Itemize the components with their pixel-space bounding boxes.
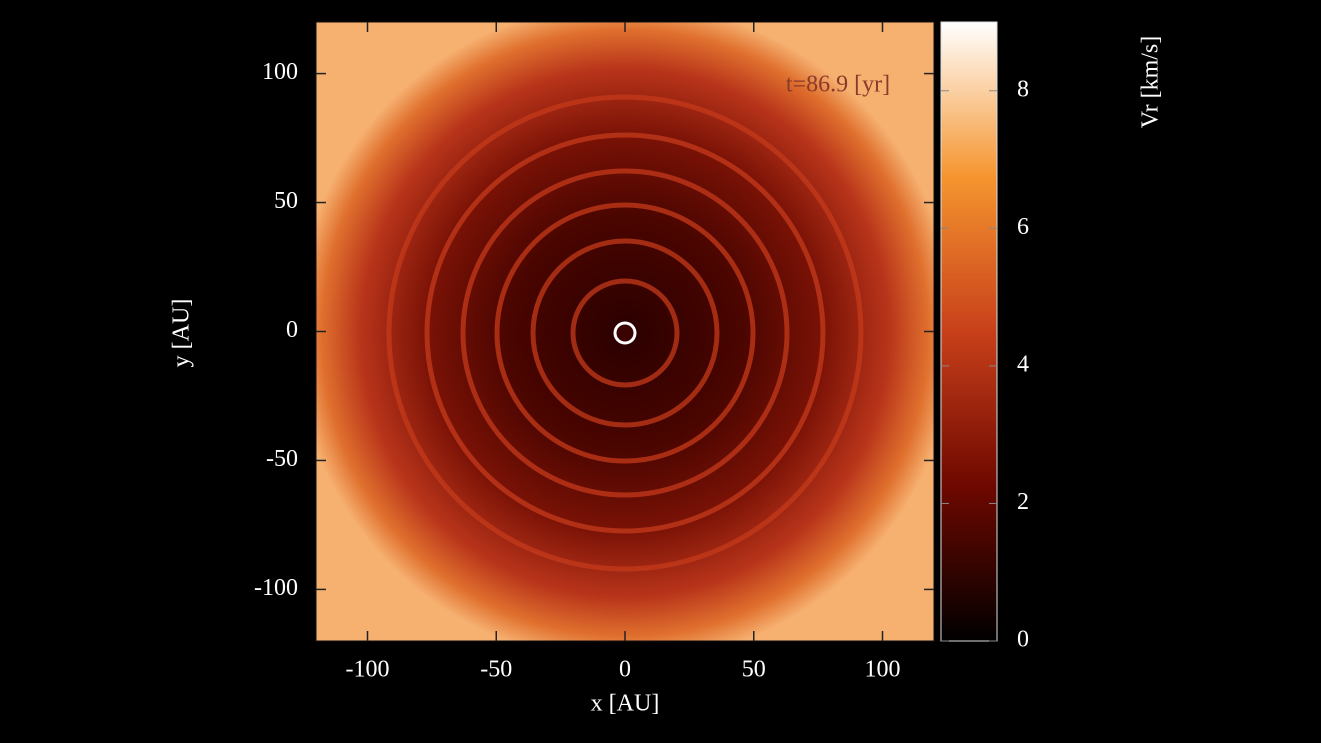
x-tick-label: 50 xyxy=(742,657,766,683)
time-annotation: t=86.9 [yr] xyxy=(786,72,890,98)
y-tick-label: 100 xyxy=(262,59,298,85)
x-tick-label: -100 xyxy=(346,657,390,683)
colorbar-tick-label: 0 xyxy=(1017,627,1029,653)
colorbar-label: Vr [km/s] xyxy=(1138,36,1164,129)
y-tick-label: -100 xyxy=(254,575,298,601)
y-tick-label: 0 xyxy=(286,317,298,343)
x-axis-label: x [AU] xyxy=(591,691,660,717)
colorbar-tick-label: 8 xyxy=(1017,76,1029,102)
colorbar xyxy=(940,21,998,642)
y-tick-label: -50 xyxy=(266,446,298,472)
x-tick-label: -50 xyxy=(480,657,512,683)
field-image xyxy=(316,22,934,641)
colorbar-tick-label: 6 xyxy=(1017,214,1029,240)
x-tick-label: 0 xyxy=(619,657,631,683)
colorbar-tick-label: 2 xyxy=(1017,489,1029,515)
x-tick-label: 100 xyxy=(865,657,901,683)
wave-rings xyxy=(386,94,864,572)
y-axis-label: y [AU] xyxy=(169,299,195,368)
y-tick-label: 50 xyxy=(274,188,298,214)
colorbar-tick-label: 4 xyxy=(1017,351,1029,377)
central-ring xyxy=(613,321,637,345)
